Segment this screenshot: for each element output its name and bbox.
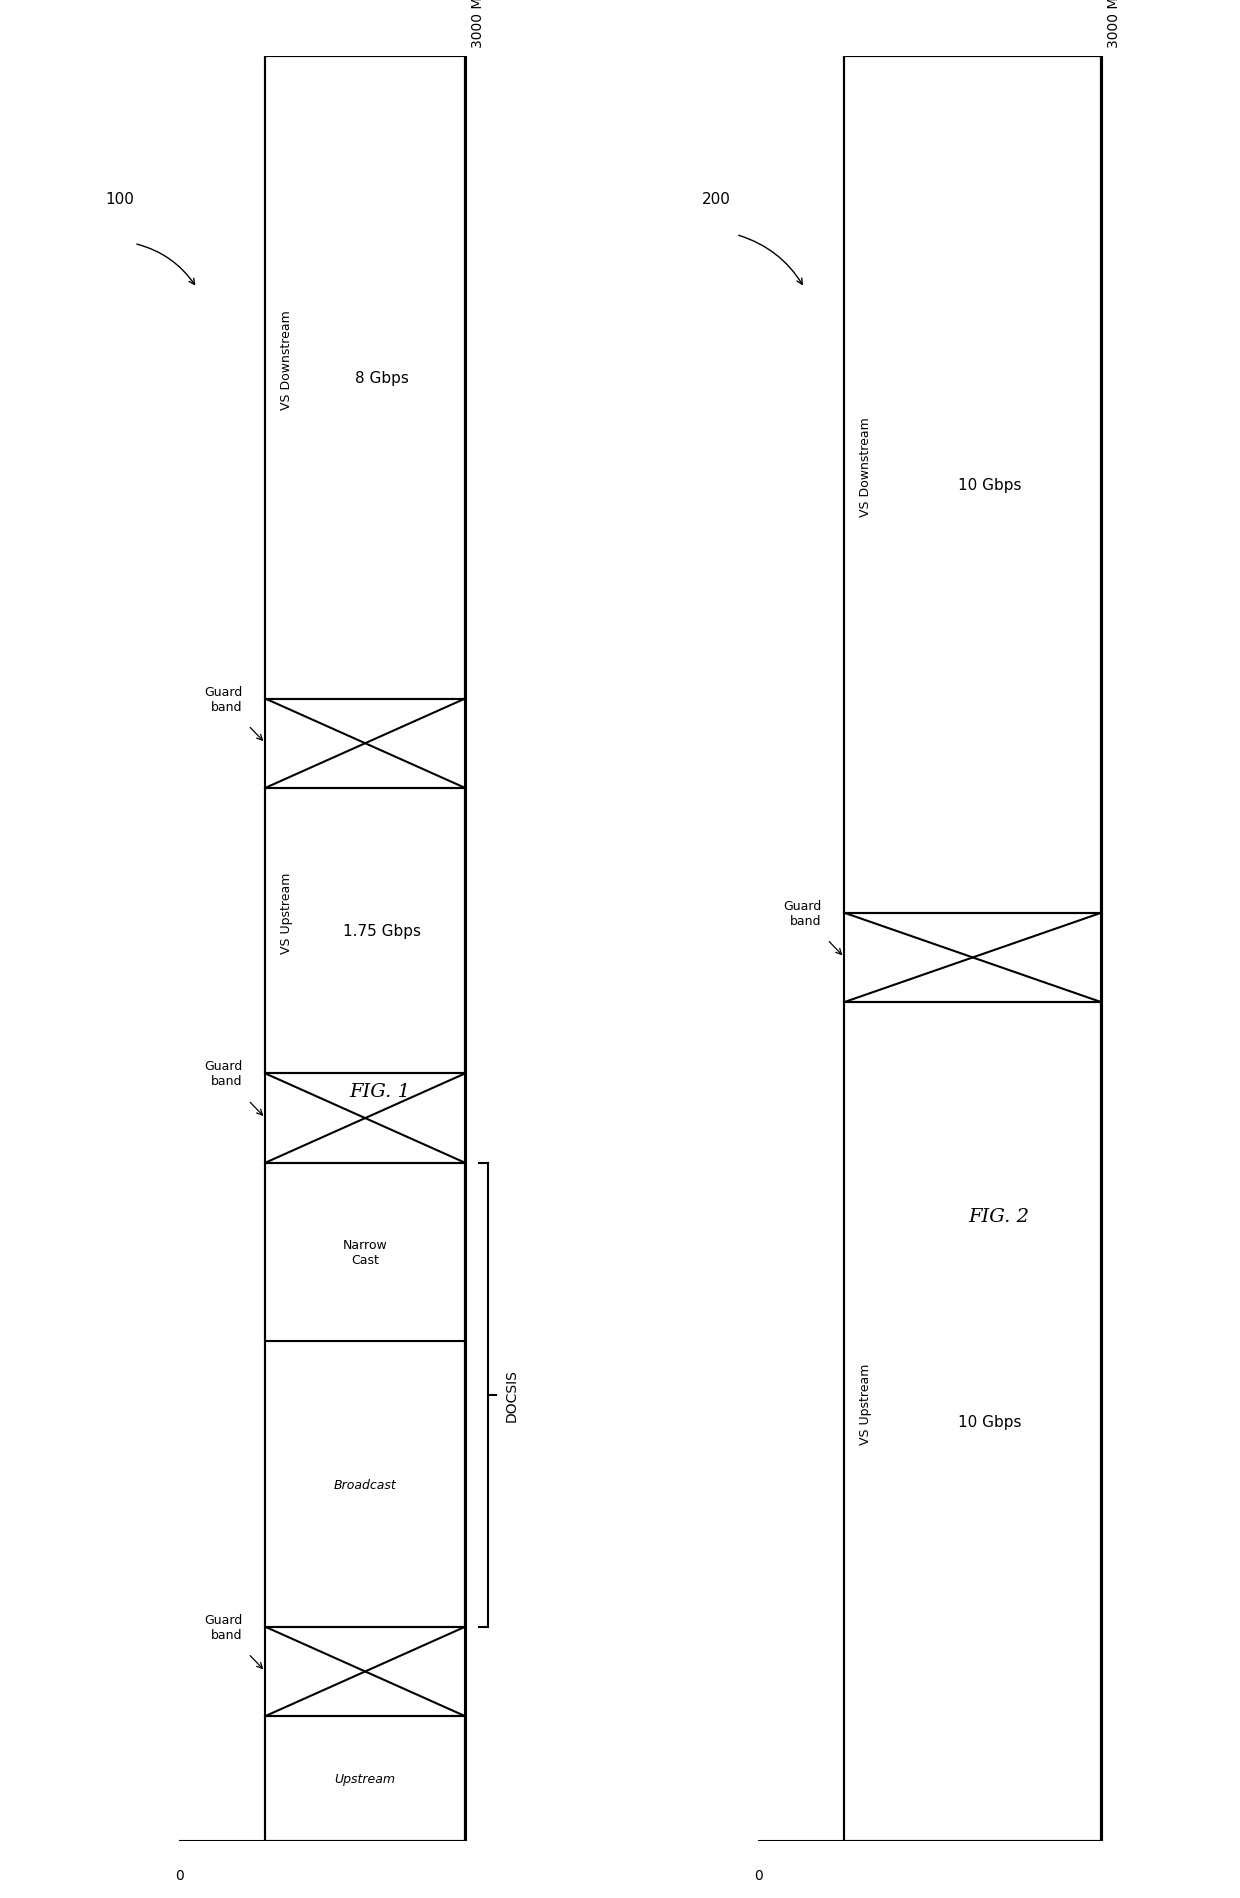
Text: 200: 200 (702, 192, 730, 207)
Text: 10 Gbps: 10 Gbps (959, 478, 1022, 493)
Text: 100: 100 (105, 192, 134, 207)
Text: 3000 MHz: 3000 MHz (1107, 0, 1121, 47)
Text: VS Upstream: VS Upstream (858, 1363, 872, 1444)
Bar (844, 57, 1101, 913)
Text: Guard
band: Guard band (205, 685, 243, 714)
Bar (265, 788, 465, 1074)
Bar (844, 1002, 1101, 1841)
Text: VS Downstream: VS Downstream (280, 311, 293, 410)
Text: DOCSIS: DOCSIS (505, 1368, 518, 1422)
Text: Upstream: Upstream (335, 1773, 396, 1786)
Text: 10 Gbps: 10 Gbps (959, 1414, 1022, 1429)
Bar (265, 57, 465, 698)
Text: 0: 0 (754, 1868, 764, 1881)
Text: Guard
band: Guard band (205, 1059, 243, 1088)
Text: 8 Gbps: 8 Gbps (356, 370, 409, 385)
Text: 0: 0 (175, 1868, 185, 1881)
Text: Guard
band: Guard band (205, 1613, 243, 1642)
Text: FIG. 1: FIG. 1 (348, 1082, 410, 1101)
Bar (265, 1716, 465, 1841)
Text: VS Downstream: VS Downstream (858, 418, 872, 516)
Bar (265, 1342, 465, 1627)
Text: VS Upstream: VS Upstream (280, 873, 293, 955)
Text: Narrow
Cast: Narrow Cast (342, 1237, 388, 1266)
Text: FIG. 2: FIG. 2 (968, 1207, 1029, 1226)
Bar (265, 1163, 465, 1342)
Text: 3000 MHz: 3000 MHz (471, 0, 485, 47)
Text: Guard
band: Guard band (784, 900, 822, 928)
Text: Broadcast: Broadcast (334, 1479, 397, 1490)
Text: 1.75 Gbps: 1.75 Gbps (343, 924, 422, 940)
